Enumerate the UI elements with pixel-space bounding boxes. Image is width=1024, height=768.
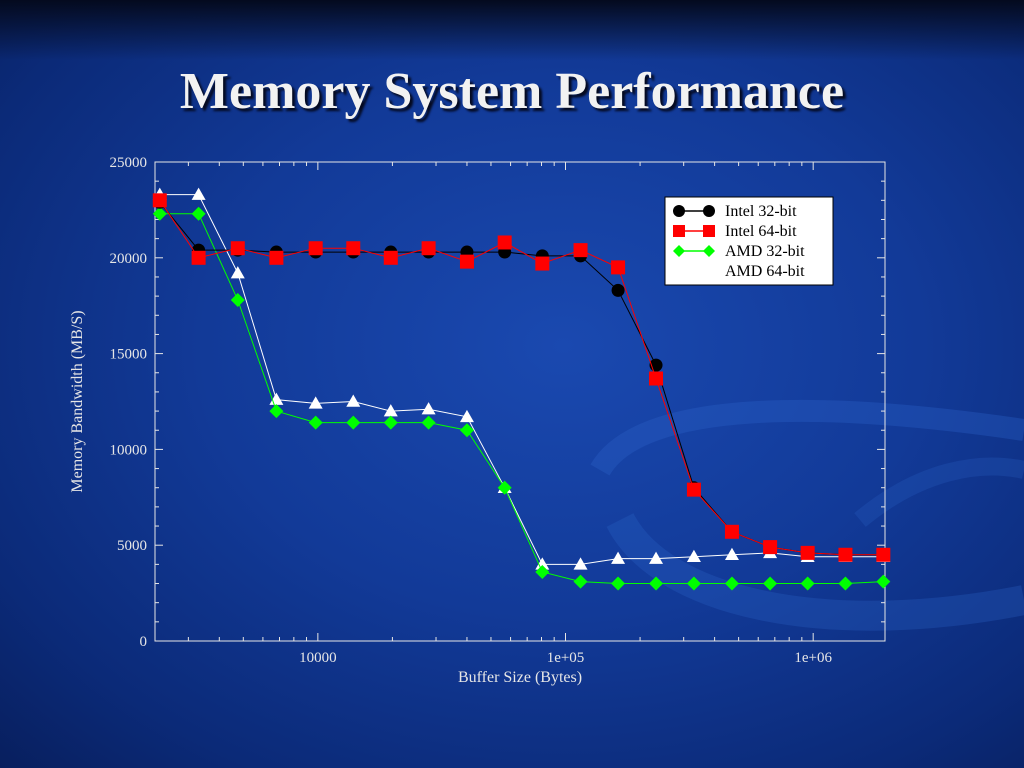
x-tick-label: 1e+05 (547, 650, 585, 666)
legend-entry: Intel 64-bit (673, 223, 797, 240)
plot-frame (154, 161, 886, 642)
data-point (308, 415, 323, 430)
data-point (724, 547, 739, 561)
data-point (152, 193, 167, 208)
y-tick-label: 25000 (110, 155, 148, 171)
legend-marker (703, 225, 715, 237)
data-point (459, 254, 474, 269)
data-point (649, 551, 664, 564)
data-point (611, 283, 625, 297)
data-point (763, 576, 778, 591)
data-point (611, 260, 626, 275)
data-point (383, 404, 398, 417)
y-tick-label: 15000 (110, 347, 148, 363)
data-point (800, 576, 815, 591)
legend-marker (673, 265, 685, 276)
legend-entry: Intel 32-bit (673, 203, 797, 220)
legend-marker (703, 205, 715, 217)
data-point (191, 206, 206, 221)
data-point (686, 576, 701, 591)
data-point (838, 576, 853, 591)
data-point (573, 574, 588, 589)
axis-ticks: 0 5000 10000 15000 20000 25000 10000 1e+05 1e+06 (110, 155, 885, 666)
data-point (876, 574, 891, 589)
x-tick-label: 1e+06 (794, 650, 832, 666)
data-point (535, 565, 550, 580)
data-point (230, 241, 245, 256)
data-point (308, 241, 323, 256)
data-point (573, 557, 588, 570)
data-point (535, 557, 550, 570)
data-point (611, 551, 626, 564)
data-point (686, 549, 701, 562)
legend-marker (703, 245, 715, 257)
series-layer (152, 187, 891, 591)
data-point (459, 423, 474, 438)
data-point (535, 256, 550, 271)
legend-marker (673, 245, 685, 257)
slide-title: Memory System Performance (179, 63, 845, 120)
data-point (421, 241, 436, 256)
data-point (346, 241, 361, 256)
legend-marker (703, 265, 715, 276)
data-point (191, 250, 206, 265)
data-point (686, 482, 701, 497)
data-point (421, 415, 436, 430)
data-point (573, 243, 588, 258)
data-point (800, 545, 815, 560)
legend-label: Intel 32-bit (725, 203, 797, 220)
y-tick-label: 5000 (117, 538, 147, 554)
data-point (191, 187, 206, 200)
data-point (269, 250, 284, 265)
data-point (346, 415, 361, 430)
data-point (230, 266, 245, 279)
data-point (838, 547, 853, 562)
legend-entry: AMD 32-bit (673, 243, 805, 260)
data-point (763, 540, 778, 555)
data-point (269, 404, 284, 419)
data-point (308, 396, 323, 409)
x-axis-label: Buffer Size (Bytes) (458, 669, 582, 686)
top-band (0, 0, 1024, 60)
data-point (724, 576, 739, 591)
y-tick-label: 10000 (110, 442, 148, 458)
legend-marker (673, 205, 685, 217)
y-tick-label: 20000 (110, 251, 148, 267)
legend-label: AMD 64-bit (725, 263, 805, 280)
legend-marker (673, 225, 685, 237)
y-axis-label: Memory Bandwidth (MB/S) (69, 310, 86, 492)
data-point (346, 394, 361, 407)
data-point (611, 576, 626, 591)
data-point (383, 250, 398, 265)
data-point (724, 524, 739, 539)
data-point (269, 392, 284, 405)
data-point (230, 292, 245, 307)
data-point (152, 206, 167, 221)
legend-entry: AMD 64-bit (673, 263, 805, 280)
data-point (497, 235, 512, 250)
y-tick-label: 0 (140, 634, 148, 650)
data-point (876, 547, 891, 562)
legend: Intel 32-bit Intel 64-bit AMD 32-bit AMD 64… (664, 196, 834, 286)
data-point (459, 409, 474, 423)
data-point (649, 576, 664, 591)
data-point (649, 371, 664, 386)
data-point (497, 480, 512, 495)
x-tick-label: 10000 (299, 650, 337, 666)
legend-label: AMD 32-bit (725, 243, 805, 260)
legend-label: Intel 64-bit (725, 223, 797, 240)
data-point (421, 402, 436, 415)
data-point (383, 415, 398, 430)
series-intel-64-bit (152, 193, 891, 562)
series-amd-32-bit (152, 206, 891, 591)
